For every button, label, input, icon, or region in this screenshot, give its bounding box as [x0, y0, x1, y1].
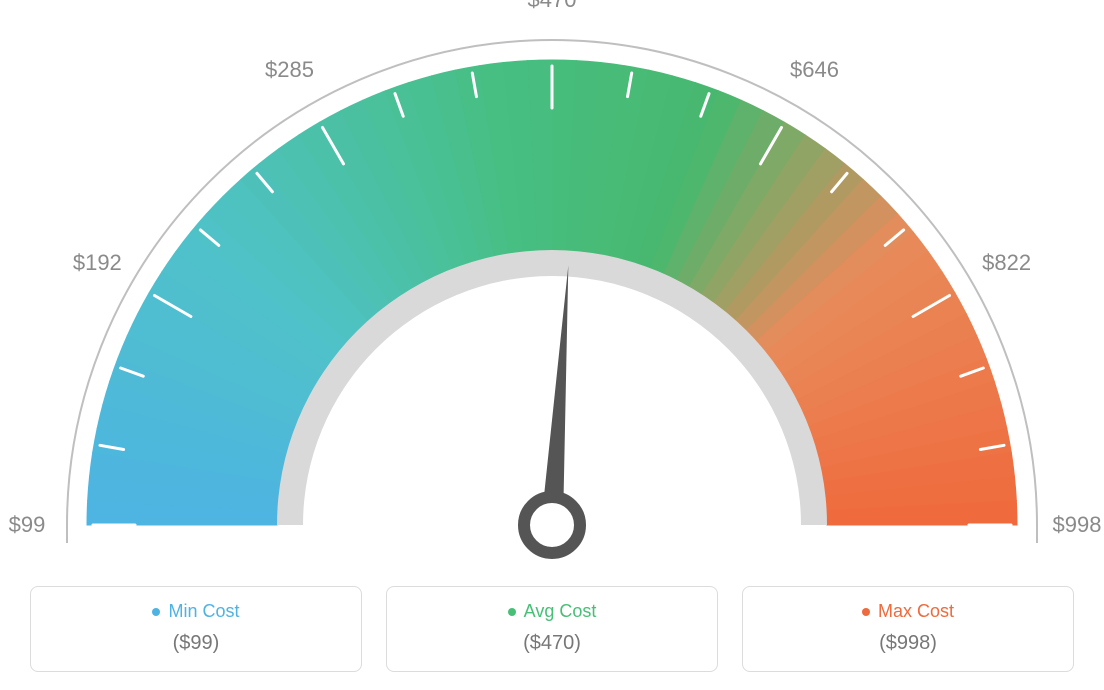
dot-icon	[508, 608, 516, 616]
legend-title: Min Cost	[168, 601, 239, 622]
gauge-tick-label: $822	[982, 250, 1031, 276]
legend-card-max: Max Cost ($998)	[742, 586, 1074, 672]
legend-title: Max Cost	[878, 601, 954, 622]
legend-value: ($998)	[753, 632, 1063, 655]
legend-row: Min Cost ($99) Avg Cost ($470) Max Cost …	[30, 586, 1074, 672]
gauge-tick-label: $646	[790, 57, 839, 83]
gauge-tick-label: $470	[528, 0, 577, 13]
legend-card-avg: Avg Cost ($470)	[386, 586, 718, 672]
gauge-tick-label: $285	[265, 57, 314, 83]
dot-icon	[862, 608, 870, 616]
legend-value: ($99)	[41, 632, 351, 655]
gauge-tick-label: $99	[9, 512, 46, 538]
dot-icon	[152, 608, 160, 616]
gauge-chart: $99 $192 $285 $470 $646 $822 $998	[0, 0, 1104, 570]
gauge-tick-label: $998	[1053, 512, 1102, 538]
legend-value: ($470)	[397, 632, 707, 655]
legend-title: Avg Cost	[524, 601, 597, 622]
gauge-tick-label: $192	[73, 250, 122, 276]
legend-card-min: Min Cost ($99)	[30, 586, 362, 672]
